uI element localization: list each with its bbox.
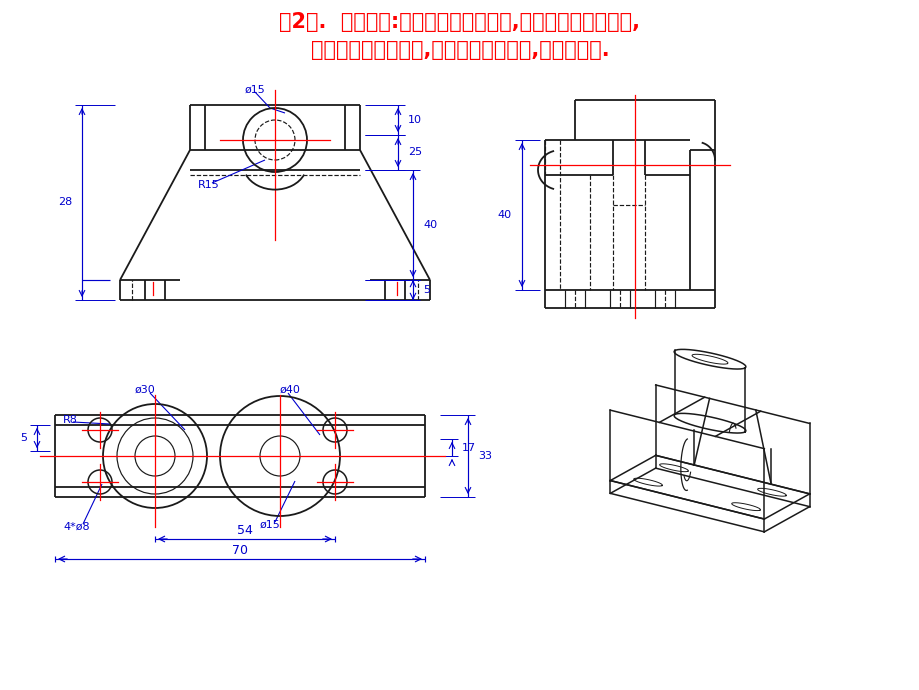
Text: 画出其所需的剖视图,断面图和其他视图,并标注尺寸.: 画出其所需的剖视图,断面图和其他视图,并标注尺寸. — [311, 40, 608, 60]
Text: ø15: ø15 — [244, 85, 266, 95]
Text: 33: 33 — [478, 451, 492, 461]
Text: R15: R15 — [198, 180, 220, 190]
Text: 5: 5 — [423, 285, 429, 295]
Text: R8: R8 — [62, 415, 78, 425]
Text: 第2题.  综合练习:根据所绘机件的视图,选择适当的表达方案,: 第2题. 综合练习:根据所绘机件的视图,选择适当的表达方案, — [279, 12, 640, 32]
Text: 25: 25 — [407, 147, 422, 157]
Text: 10: 10 — [407, 115, 422, 125]
Text: 5: 5 — [20, 433, 27, 443]
Text: 40: 40 — [423, 220, 437, 230]
Text: ø15: ø15 — [259, 520, 280, 530]
Text: 28: 28 — [58, 197, 72, 207]
Text: ø30: ø30 — [134, 385, 155, 395]
Text: 54: 54 — [237, 524, 253, 538]
Text: 17: 17 — [461, 443, 476, 453]
Text: 4*ø8: 4*ø8 — [62, 522, 89, 532]
Text: ø40: ø40 — [279, 385, 301, 395]
Text: 40: 40 — [497, 210, 512, 220]
Text: 70: 70 — [232, 544, 248, 558]
